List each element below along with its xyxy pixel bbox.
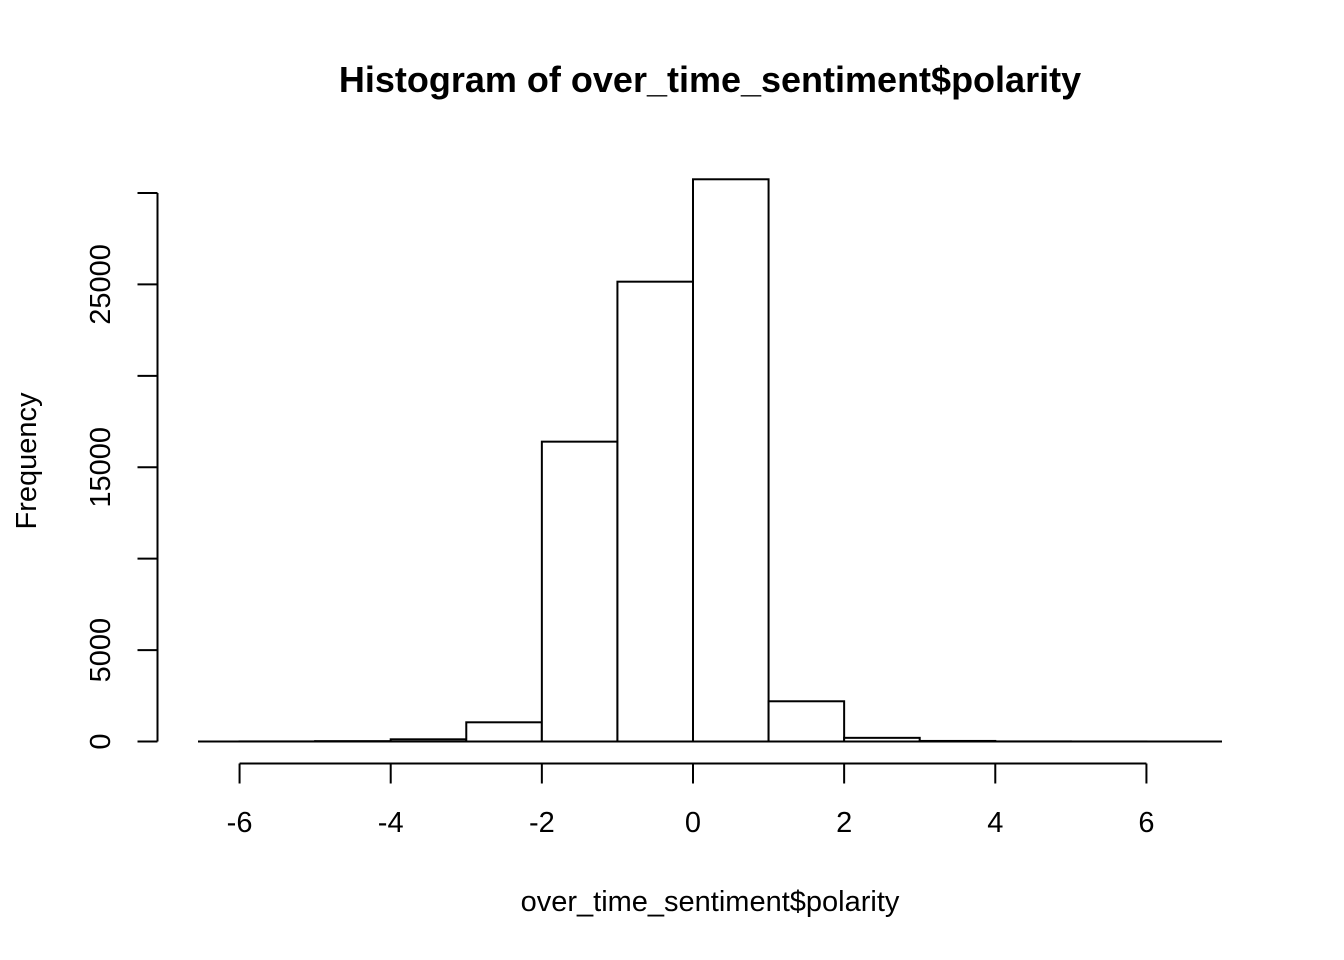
y-tick-label: 25000 (85, 244, 117, 325)
x-tick-label: -4 (378, 807, 404, 839)
y-tick-label: 0 (85, 733, 117, 749)
histogram-bar-6 (691, 178, 770, 743)
histogram-bar-4 (540, 440, 619, 743)
histogram-bar-9 (918, 739, 997, 743)
y-tick-label: 5000 (85, 618, 117, 683)
y-axis-label: Frequency (11, 392, 43, 530)
histogram-bar-7 (767, 700, 846, 743)
x-tick-label: -2 (529, 807, 555, 839)
x-axis-label: over_time_sentiment$polarity (521, 886, 900, 918)
chart-title: Histogram of over_time_sentiment$polarit… (339, 59, 1081, 100)
y-axis: 0 5000 15000 25000 (85, 192, 159, 750)
histogram-bar-5 (616, 280, 694, 743)
x-tick-label: -6 (227, 807, 253, 839)
bars (238, 178, 1148, 743)
x-axis: -6 -4 -2 0 2 4 6 (227, 762, 1154, 839)
histogram-bar-2 (389, 738, 468, 743)
histogram-bar-8 (843, 736, 921, 743)
x-tick-label: 0 (685, 807, 701, 839)
y-tick-label: 15000 (85, 427, 117, 508)
x-tick-label: 4 (987, 807, 1003, 839)
histogram-bar-3 (465, 721, 543, 743)
x-tick-label: 2 (836, 807, 852, 839)
x-tick-label: 6 (1138, 807, 1154, 839)
